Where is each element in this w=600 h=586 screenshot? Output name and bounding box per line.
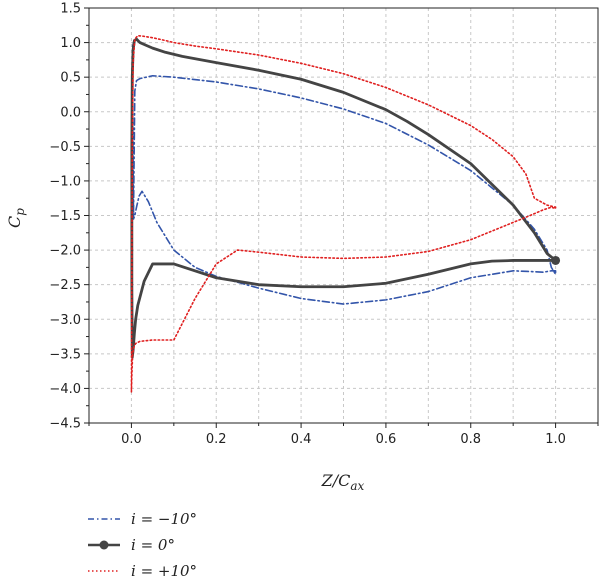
y-tick-label: −3.5 — [49, 347, 81, 362]
legend-marker-series-2 — [99, 540, 109, 550]
y-tick-label: −0.5 — [49, 140, 81, 155]
y-axis-title: Cp — [5, 208, 27, 228]
series-line-2 — [130, 37, 557, 359]
y-tick-label: −4.0 — [49, 382, 81, 397]
x-axis-title: Z/Cax — [321, 471, 365, 493]
x-tick-label: 0.8 — [460, 432, 481, 447]
legend-label-series-2: i = 0° — [131, 536, 175, 554]
plot-border — [88, 7, 599, 424]
y-tick-label: −3.0 — [49, 313, 81, 328]
x-tick-label: 0.6 — [376, 432, 397, 447]
legend-label-series-3: i = +10° — [131, 562, 197, 580]
legend-label-series-1: i = −10° — [131, 510, 197, 528]
x-tick-label: 1.0 — [545, 432, 566, 447]
y-tick-label: −2.0 — [49, 244, 81, 259]
x-tick-label: 0.4 — [291, 432, 312, 447]
series-line-3 — [130, 34, 557, 393]
x-tick-label: 0.2 — [206, 432, 227, 447]
y-tick-label: 0.5 — [60, 71, 81, 86]
x-tick-labels: 0.0 0.2 0.4 0.6 0.8 1.0 — [121, 432, 566, 447]
series-line-1 — [131, 41, 557, 305]
series-layer — [130, 34, 561, 393]
y-tick-labels: 1.5 1.0 0.5 0.0 −0.5 −1.0 −1.5 −2.0 −2.5 −3.0 −3.5… — [49, 2, 81, 432]
y-tick-label: −1.0 — [49, 174, 81, 189]
y-tick-label: 0.0 — [60, 105, 81, 120]
series-marker-2 — [551, 255, 561, 265]
y-tick-label: −4.5 — [49, 417, 81, 432]
y-tick-label: −2.5 — [49, 278, 81, 293]
y-tick-label: 1.5 — [60, 2, 81, 17]
x-tick-label: 0.0 — [121, 432, 142, 447]
legend: i = −10° i = 0° i = +10° — [88, 510, 197, 580]
y-tick-label: −1.5 — [49, 209, 81, 224]
y-tick-label: 1.0 — [60, 36, 81, 51]
